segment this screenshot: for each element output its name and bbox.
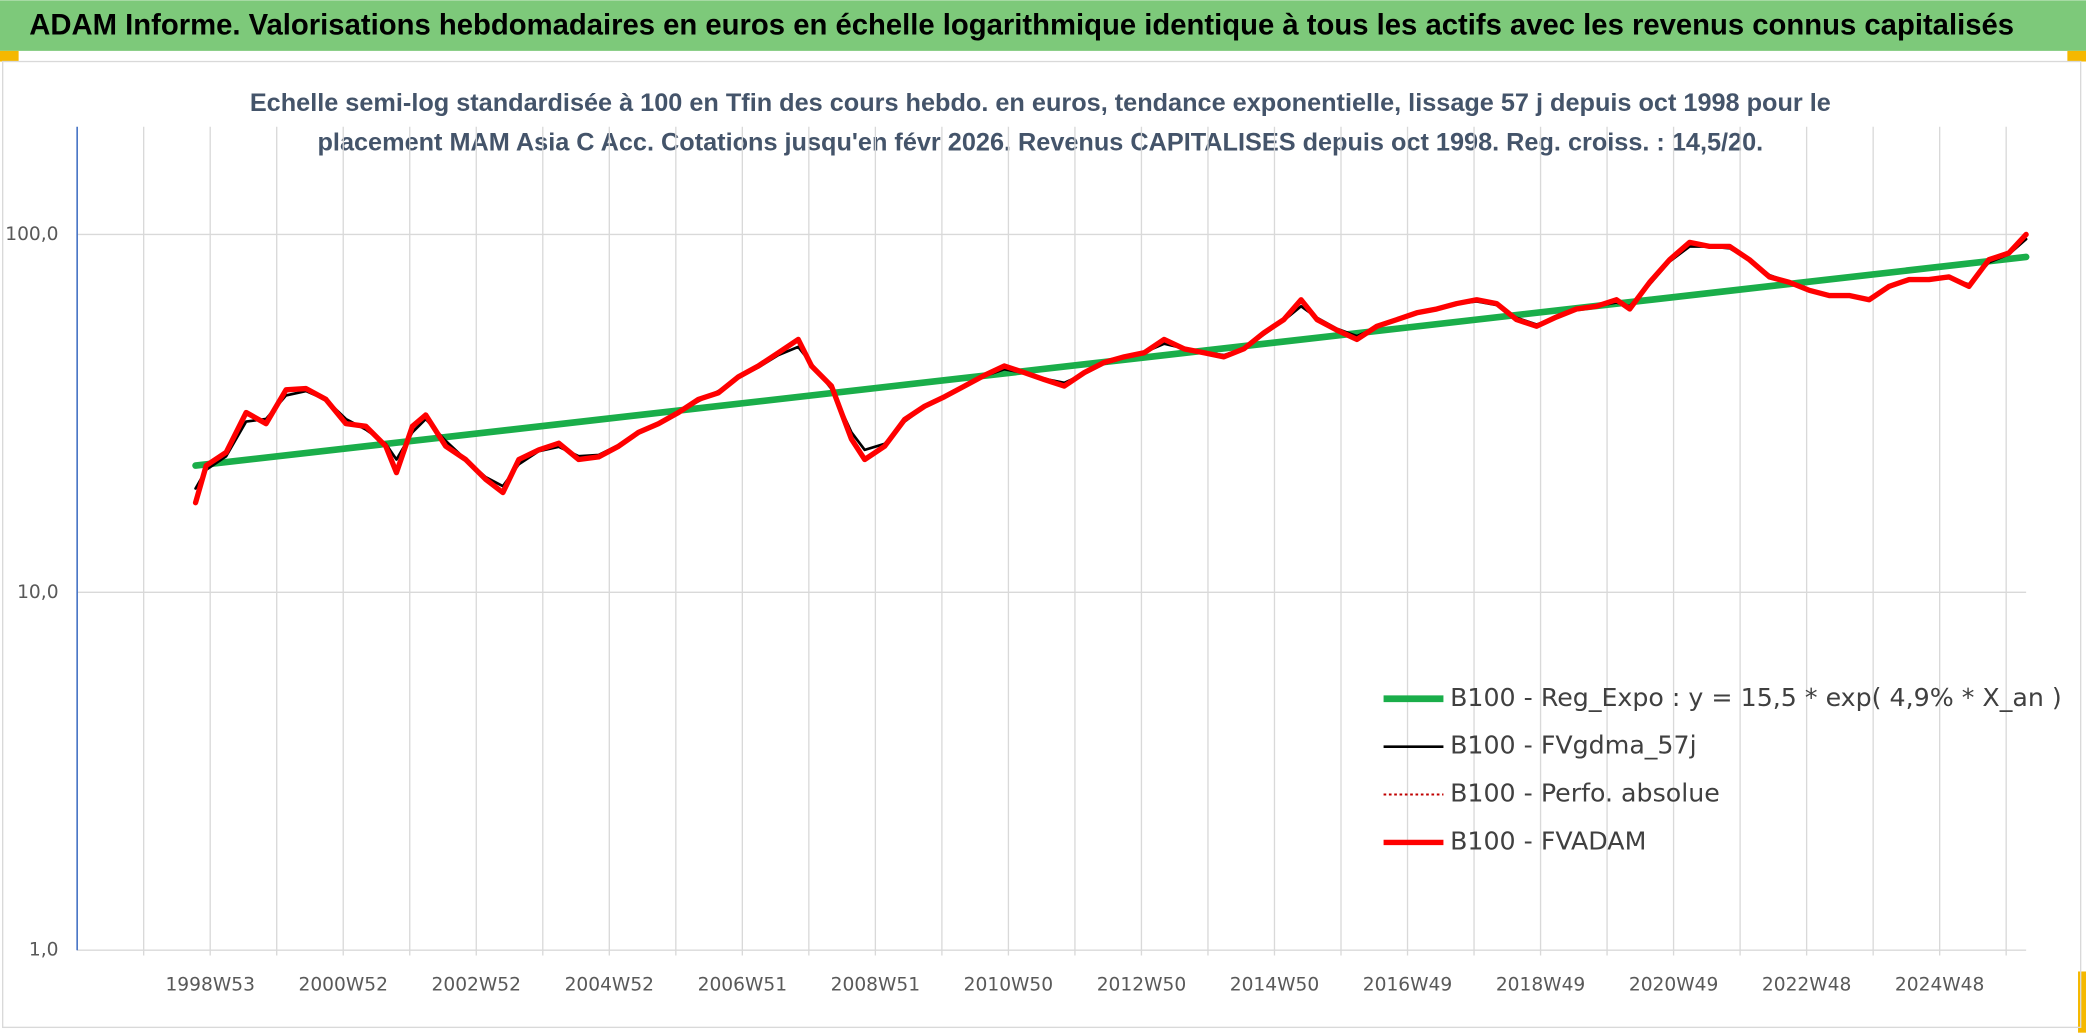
x-tick-label: 1998W53 (165, 974, 254, 995)
chart-subtitle: placement MAM Asia C Acc. Cotations jusq… (318, 129, 1764, 157)
x-tick-label: 2008W51 (831, 974, 920, 995)
x-tick-label: 2020W49 (1629, 974, 1718, 995)
plot-area (192, 231, 2030, 506)
series-line (192, 231, 2029, 506)
grid: 1,0 10,0 100,0 1998W53 2000W52 2002W52 2004W52… (5, 126, 2027, 995)
legend-label: B100 - FVADAM (1450, 826, 1646, 855)
header-bar (0, 0, 2086, 51)
corner (2078, 971, 2086, 1033)
x-tick-label: 2000W52 (299, 974, 388, 995)
x-tick-label: 2006W51 (698, 974, 787, 995)
y-tick-label: 10,0 (17, 582, 58, 603)
x-tick-label: 2022W48 (1762, 974, 1851, 995)
corner (0, 50, 19, 62)
x-tick-label: 2002W52 (432, 974, 521, 995)
x-tick-label: 2010W50 (964, 974, 1053, 995)
x-tick-label: 2024W48 (1895, 974, 1984, 995)
legend: B100 - Reg_Expo : y = 15,5 * exp( 4,9% *… (1383, 683, 2062, 855)
corner (2067, 50, 2086, 62)
chart-title: ADAM Informe. Valorisations hebdomadaire… (29, 10, 2014, 42)
x-tick-label: 2012W50 (1097, 974, 1186, 995)
x-tick-label: 2016W49 (1363, 974, 1452, 995)
y-tick-label: 100,0 (5, 224, 58, 245)
legend-label: B100 - FVgdma_57j (1450, 731, 1697, 760)
chart-subtitle: Echelle semi-log standardisée à 100 en T… (250, 89, 1831, 117)
chart-border (1, 60, 2082, 1029)
x-tick-label: 2018W49 (1496, 974, 1585, 995)
legend-label: B100 - Perfo. absolue (1450, 779, 1720, 808)
legend-label: B100 - Reg_Expo : y = 15,5 * exp( 4,9% *… (1450, 683, 2062, 712)
x-tick-label: 2004W52 (565, 974, 654, 995)
x-tick-label: 2014W50 (1230, 974, 1319, 995)
y-tick-label: 1,0 (29, 940, 59, 961)
